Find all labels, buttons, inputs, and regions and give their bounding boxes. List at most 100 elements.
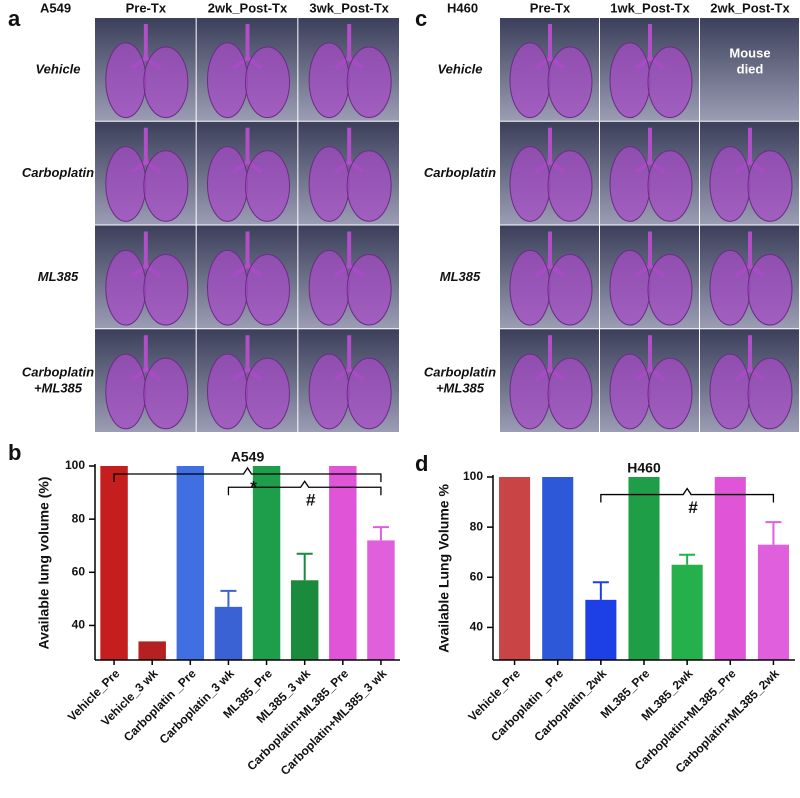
lung (509, 353, 551, 430)
lung (346, 357, 392, 430)
lung (346, 46, 392, 119)
bar (542, 477, 574, 660)
lung (245, 253, 290, 326)
lung (747, 253, 793, 326)
lung (105, 146, 147, 222)
bar (499, 477, 531, 660)
cell-note: Mouse (729, 45, 770, 60)
lung (143, 253, 189, 326)
y-tick-label: 80 (72, 511, 86, 525)
lung (547, 46, 593, 119)
bar (176, 466, 205, 660)
chart-title: H460 (627, 460, 661, 476)
y-tick-label: 40 (72, 618, 86, 632)
lung (609, 146, 651, 222)
lung (207, 249, 248, 326)
lung (143, 357, 189, 430)
significance-bracket (113, 466, 382, 482)
lung (245, 357, 290, 430)
lung (647, 150, 693, 222)
bar (628, 477, 660, 660)
lung (207, 353, 248, 430)
lung (747, 357, 793, 430)
column-header: 3wk_Post-Tx (309, 0, 389, 15)
lung (747, 150, 793, 222)
row-label: ML385 (440, 269, 481, 284)
y-tick-label: 100 (463, 469, 483, 483)
bar (252, 466, 281, 660)
lung (105, 249, 147, 326)
lung (245, 150, 290, 222)
error-bar (765, 521, 782, 545)
row-label: ML385 (38, 269, 79, 284)
bar (138, 641, 166, 660)
significance-mark: # (306, 491, 316, 510)
panel-label: a (8, 6, 21, 31)
column-header: 2wk_Post-Tx (208, 0, 288, 15)
lung (143, 150, 189, 222)
lung (509, 42, 551, 119)
row-label: +ML385 (436, 381, 485, 396)
lung (547, 253, 593, 326)
lung (207, 42, 248, 119)
lung (547, 357, 593, 430)
cell-line-label: H460 (447, 0, 478, 15)
bar (367, 540, 395, 660)
lung (308, 353, 350, 430)
lung (509, 146, 551, 222)
lung (245, 46, 290, 119)
lung (308, 146, 350, 222)
row-label: Carboplatin (22, 165, 94, 180)
y-axis-label: Available Lung Volume % (436, 484, 452, 653)
row-label: Carboplatin (22, 365, 94, 380)
error-bar (679, 553, 696, 565)
lung (105, 42, 147, 119)
error-bar (372, 526, 389, 541)
significance-bracket (600, 487, 775, 503)
lung (609, 42, 651, 119)
bar (671, 564, 703, 660)
cell-note: died (737, 61, 764, 76)
bar (757, 544, 789, 660)
lung (709, 146, 751, 222)
row-label: Vehicle (35, 61, 80, 76)
bar (585, 599, 617, 660)
column-header: 2wk_Post-Tx (710, 0, 790, 15)
significance-bracket (227, 480, 382, 496)
panel-label: b (8, 440, 21, 465)
y-tick-label: 40 (470, 620, 484, 634)
error-bar (220, 589, 237, 607)
row-label: +ML385 (34, 381, 83, 396)
bar (714, 477, 746, 660)
y-tick-label: 60 (72, 564, 86, 578)
x-tick-label: Carboplatin_2wk (531, 666, 609, 744)
lung (308, 42, 350, 119)
lung (609, 249, 651, 326)
bar (290, 580, 319, 660)
chart-title: A549 (231, 449, 265, 465)
lung (143, 46, 189, 119)
significance-mark: # (688, 498, 698, 517)
lung (547, 150, 593, 222)
x-tick-label: Carboplatin _Pre (488, 666, 566, 744)
lung (709, 249, 751, 326)
lung (647, 253, 693, 326)
lung (105, 353, 147, 430)
row-label: Vehicle (437, 61, 482, 76)
y-tick-label: 80 (470, 519, 484, 533)
y-axis-label: Available lung volume (%) (36, 477, 52, 650)
image-cell (700, 18, 799, 121)
lung (647, 46, 693, 119)
y-tick-label: 60 (470, 569, 484, 583)
lung (609, 353, 651, 430)
lung (308, 249, 350, 326)
error-bar (296, 552, 313, 581)
lung (207, 146, 248, 222)
bar (100, 466, 128, 660)
column-header: Pre-Tx (126, 0, 167, 15)
row-label: Carboplatin (424, 365, 496, 380)
column-header: 1wk_Post-Tx (610, 0, 690, 15)
panel-label: d (415, 451, 428, 476)
lung (709, 353, 751, 430)
